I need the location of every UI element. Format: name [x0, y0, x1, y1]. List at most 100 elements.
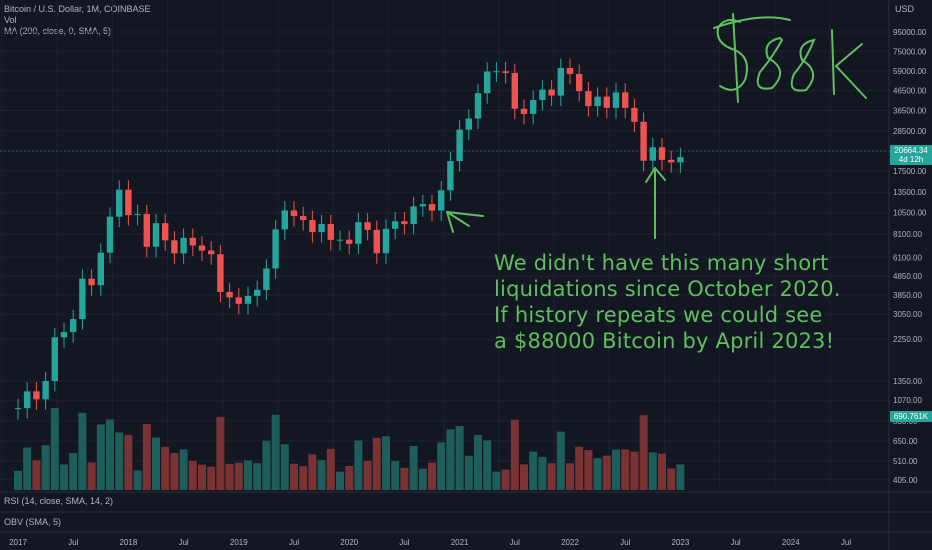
- time-tick-label: Jul: [178, 538, 188, 547]
- candle-body: [612, 92, 620, 108]
- price-tick-label: 95000.00: [893, 28, 927, 37]
- volume-bar: [216, 416, 225, 490]
- candle-body: [428, 204, 436, 211]
- candle-body: [548, 89, 555, 96]
- price-tick-label: 650.00: [893, 437, 918, 446]
- candle-body: [585, 91, 592, 107]
- volume-bar: [326, 448, 335, 490]
- volume-bar: [492, 471, 501, 490]
- candle-body: [226, 291, 233, 298]
- candle-body: [557, 67, 564, 96]
- volume-bar: [317, 460, 326, 490]
- annotation-line: We didn't have this many short: [494, 251, 829, 275]
- volume-bar: [50, 408, 59, 490]
- volume-bar: [32, 460, 41, 490]
- volume-bar: [60, 464, 68, 490]
- price-tick-label: 13500.00: [893, 188, 927, 197]
- volume-bar: [170, 452, 179, 490]
- candle-body: [382, 228, 390, 254]
- candle-body: [125, 189, 132, 216]
- candle-body: [603, 96, 610, 108]
- candle-body: [474, 93, 482, 119]
- candle-body: [594, 96, 601, 107]
- volume-bar: [41, 445, 50, 490]
- last-price-value: 20664.34: [894, 146, 928, 155]
- candle-body: [355, 222, 362, 244]
- volume-bar: [363, 460, 372, 490]
- grid: [0, 0, 889, 490]
- candle-body: [502, 71, 509, 73]
- obv-pane-label[interactable]: OBV (SMA, 5): [4, 517, 62, 527]
- price-tick-label: 1070.00: [893, 396, 922, 405]
- candles: [14, 58, 684, 420]
- price-tick-label: 3850.00: [893, 291, 922, 300]
- candle-body: [106, 216, 114, 253]
- price-axis: 95000.00 75000.00 59000.00 46500.00 36500.00…: [893, 28, 927, 485]
- price-tick-label: 510.00: [893, 457, 918, 466]
- candle-body: [254, 289, 261, 296]
- candle-body: [272, 229, 279, 269]
- price-tick-label: 6100.00: [893, 253, 922, 262]
- candle-body: [217, 254, 224, 292]
- candle-body: [33, 391, 40, 400]
- volume-indicator-label[interactable]: Vol: [4, 15, 17, 25]
- candle-body: [79, 278, 86, 320]
- volume-bar: [207, 466, 216, 490]
- volume-bar: [418, 468, 427, 490]
- volume-bar: [612, 449, 620, 490]
- time-tick-label: 2020: [340, 538, 358, 547]
- candle-body: [60, 332, 68, 338]
- time-tick-label: 2023: [672, 538, 690, 547]
- volume-bar: [87, 462, 96, 490]
- volume-bar: [299, 466, 308, 490]
- candle-body: [346, 239, 353, 244]
- candle-body: [198, 245, 206, 251]
- volume-bar: [179, 449, 188, 490]
- price-tick-label: 2250.00: [893, 335, 922, 344]
- candle-body: [70, 319, 77, 333]
- volume-bar: [556, 431, 565, 490]
- candle-body: [309, 220, 316, 233]
- volume-bar: [253, 463, 262, 490]
- candle-body: [640, 121, 647, 161]
- volume-bar: [547, 463, 556, 490]
- candle-body: [88, 278, 95, 286]
- candle-body: [530, 99, 537, 114]
- volume-bar: [372, 437, 381, 490]
- candle-body: [576, 73, 583, 92]
- volume-bar: [188, 460, 197, 490]
- price-tick-label: 59000.00: [893, 67, 927, 76]
- time-tick-label: 2021: [451, 538, 469, 547]
- volume-bar: [520, 464, 528, 490]
- volume-bar: [225, 463, 234, 490]
- candle-body: [134, 214, 141, 216]
- volume-bar: [391, 460, 400, 490]
- volume-bar: [271, 414, 280, 490]
- time-axis: 2017 Jul 2018 Jul 2019 Jul 2020 Jul 2021 Jul 2022 J…: [9, 538, 851, 547]
- volume-bars: [14, 408, 685, 490]
- candle-body: [520, 108, 528, 114]
- drawing-arrow-up: [645, 167, 666, 239]
- time-tick-label: 2022: [561, 538, 579, 547]
- volume-bar: [464, 455, 473, 490]
- rsi-pane-label[interactable]: RSI (14, close, SMA, 14, 2): [4, 496, 114, 506]
- symbol-title[interactable]: Bitcoin / U.S. Dollar, 1M, COINBASE: [4, 4, 151, 14]
- candle-body: [318, 224, 325, 233]
- price-tick-label: 17500.00: [893, 167, 927, 176]
- volume-bar: [106, 419, 114, 490]
- drawing-88k: [713, 13, 867, 103]
- volume-bar: [14, 470, 22, 490]
- volume-bar: [474, 434, 482, 490]
- volume-bar: [96, 424, 105, 490]
- volume-bar: [446, 429, 455, 490]
- price-tick-label: 46500.00: [893, 87, 927, 96]
- volume-bar: [538, 456, 547, 490]
- candle-body: [401, 221, 408, 225]
- candle-body: [456, 129, 463, 162]
- candle-body: [180, 237, 187, 254]
- volume-bar: [152, 437, 160, 490]
- volume-bar: [142, 424, 151, 490]
- candle-body: [419, 204, 426, 207]
- candle-body: [511, 72, 518, 109]
